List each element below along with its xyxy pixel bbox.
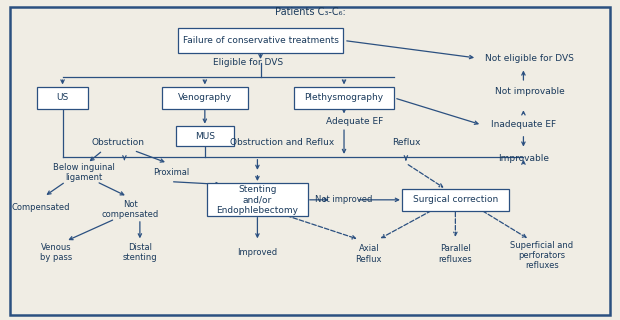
Text: Venography: Venography <box>178 93 232 102</box>
Text: Distal
stenting: Distal stenting <box>123 243 157 262</box>
Text: Inadequate EF: Inadequate EF <box>491 120 556 130</box>
Text: US: US <box>56 93 69 102</box>
Text: Not improved: Not improved <box>316 195 373 204</box>
Text: Surgical correction: Surgical correction <box>413 195 498 204</box>
FancyBboxPatch shape <box>207 183 308 216</box>
Text: Failure of conservative treatments: Failure of conservative treatments <box>182 36 339 45</box>
FancyBboxPatch shape <box>10 7 610 315</box>
Text: Improved: Improved <box>237 248 278 257</box>
Text: Superficial and
perforators
refluxes: Superficial and perforators refluxes <box>510 241 574 270</box>
Text: Eligible for DVS: Eligible for DVS <box>213 58 283 67</box>
Text: Proximal: Proximal <box>153 168 189 177</box>
FancyBboxPatch shape <box>37 87 88 109</box>
Text: Obstruction and Reflux: Obstruction and Reflux <box>230 138 334 147</box>
FancyBboxPatch shape <box>176 126 234 146</box>
Text: Reflux: Reflux <box>392 138 420 147</box>
Text: Axial
Reflux: Axial Reflux <box>355 244 382 264</box>
Text: Patients C₃-C₆:: Patients C₃-C₆: <box>275 7 345 17</box>
Text: MUS: MUS <box>195 132 215 140</box>
FancyBboxPatch shape <box>162 87 247 109</box>
Text: Below inguinal
ligament: Below inguinal ligament <box>53 163 115 182</box>
Text: Not eligible for DVS: Not eligible for DVS <box>485 53 574 62</box>
Text: Stenting
and/or
Endophlebectomy: Stenting and/or Endophlebectomy <box>216 185 298 215</box>
FancyBboxPatch shape <box>402 189 509 211</box>
Text: Not
compensated: Not compensated <box>102 200 159 219</box>
Text: Obstruction: Obstruction <box>92 138 144 147</box>
Text: Venous
by pass: Venous by pass <box>40 243 73 262</box>
Text: Plethysmography: Plethysmography <box>304 93 384 102</box>
Text: Adequate EF: Adequate EF <box>326 117 383 126</box>
Text: Not improvable: Not improvable <box>495 87 564 96</box>
FancyBboxPatch shape <box>294 87 394 109</box>
Text: Improvable: Improvable <box>498 154 549 163</box>
FancyBboxPatch shape <box>177 28 343 53</box>
Text: Parallel
refluxes: Parallel refluxes <box>438 244 472 264</box>
Text: Compensated: Compensated <box>12 203 70 212</box>
